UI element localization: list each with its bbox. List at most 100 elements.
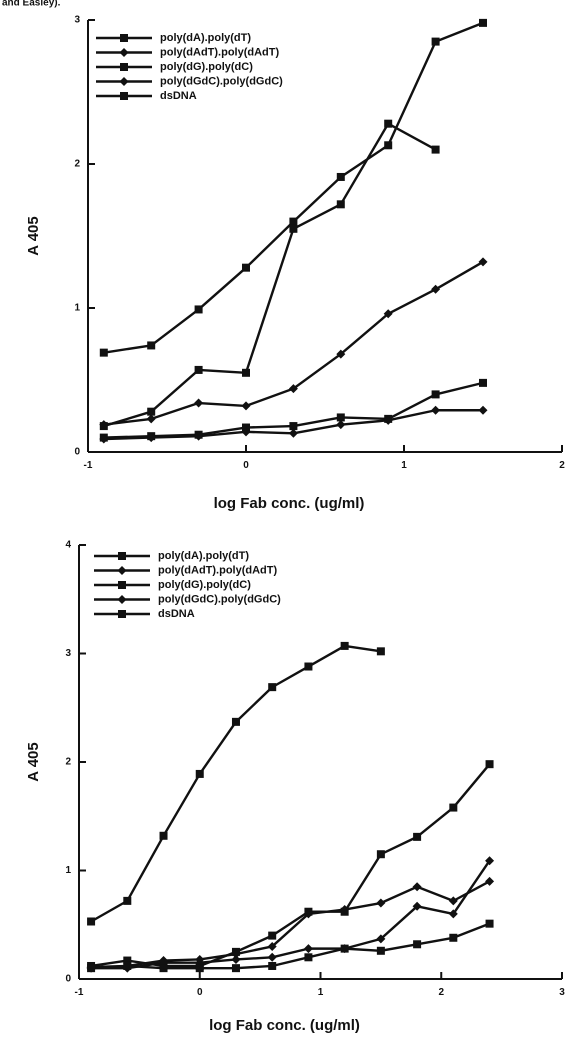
data-point: [267, 941, 277, 951]
data-point: [231, 717, 240, 726]
series-1: [86, 856, 495, 973]
data-point: [241, 401, 251, 411]
data-point: [159, 964, 168, 973]
legend-label: poly(dG).poly(dC): [160, 61, 253, 73]
data-point: [413, 940, 422, 949]
data-point: [449, 803, 458, 812]
data-point: [268, 931, 277, 940]
data-point: [384, 119, 393, 128]
x-tick-label: -1: [75, 987, 84, 998]
data-point: [242, 263, 250, 272]
data-point: [448, 909, 458, 919]
header-fragment: and Easley).: [2, 0, 61, 9]
y-axis-title: A 405: [25, 216, 42, 255]
legend-label: poly(dAdT).poly(dAdT): [158, 564, 277, 576]
x-tick-label: -1: [84, 460, 93, 471]
data-point: [289, 217, 298, 226]
series-line: [91, 860, 491, 970]
data-point: [448, 896, 458, 906]
data-point: [99, 348, 108, 357]
data-point: [123, 961, 132, 970]
x-tick-label: 1: [401, 460, 407, 471]
data-point: [231, 949, 241, 959]
data-point: [336, 172, 345, 181]
data-point: [195, 954, 205, 964]
legend-label: poly(dA).poly(dT): [160, 32, 251, 44]
legend-label: poly(dGdC).poly(dGdC): [160, 75, 283, 87]
x-tick-label: 2: [559, 460, 565, 471]
data-point: [479, 378, 487, 387]
data-point: [159, 831, 168, 840]
x-axis-title: log Fab conc. (ug/ml): [209, 1017, 360, 1034]
data-point: [289, 422, 298, 431]
data-point: [479, 18, 487, 27]
series-line: [90, 644, 382, 923]
data-point: [376, 850, 385, 859]
data-point: [478, 405, 488, 415]
legend: poly(dA).poly(dT) poly(dAdT).poly(dAdT) po…: [96, 32, 283, 102]
data-point: [485, 919, 494, 928]
data-point: [376, 898, 386, 908]
data-point: [449, 933, 458, 942]
series-1: [99, 257, 488, 430]
data-point: [267, 952, 277, 962]
data-point: [336, 420, 346, 430]
data-point: [268, 961, 277, 970]
data-point: [485, 760, 494, 769]
data-point: [485, 856, 495, 866]
data-point: [304, 953, 313, 962]
data-point: [99, 422, 108, 431]
data-point: [478, 257, 488, 267]
series-3: [99, 405, 488, 444]
data-point: [289, 224, 298, 233]
data-point: [376, 647, 385, 656]
data-point: [336, 413, 345, 422]
legend-swatch-marker: [117, 595, 127, 604]
legend-swatch-marker: [119, 48, 129, 57]
y-axis-title: A 405: [25, 742, 42, 781]
chart-top: 0 1 2 3 -1 0 1 2 log Fab conc. (ug/ml) A 405 poly(…: [25, 15, 565, 512]
data-point: [241, 427, 251, 437]
data-point: [146, 433, 156, 443]
data-point: [159, 956, 169, 966]
data-point: [485, 876, 495, 886]
data-point: [288, 384, 298, 394]
legend-swatch-marker: [117, 566, 127, 575]
y-tick-label: 0: [65, 974, 71, 985]
legend-label: dsDNA: [160, 90, 197, 102]
data-point: [376, 946, 385, 955]
data-point: [336, 349, 346, 359]
series-line: [90, 763, 491, 968]
x-tick-label: 0: [197, 987, 203, 998]
x-tick-label: 1: [318, 987, 324, 998]
data-point: [431, 145, 440, 154]
series-line: [91, 880, 491, 969]
data-point: [195, 769, 204, 778]
series-0: [99, 18, 487, 357]
data-point: [303, 909, 313, 919]
data-point: [194, 305, 203, 314]
legend-swatch-marker: [119, 77, 129, 86]
data-point: [304, 662, 313, 671]
x-tick-label: 2: [438, 987, 444, 998]
legend-label: dsDNA: [158, 608, 195, 620]
data-point: [147, 407, 156, 416]
legend-swatch-marker: [118, 610, 126, 618]
series-line: [103, 122, 437, 428]
legend-label: poly(dA).poly(dT): [158, 550, 249, 562]
data-point: [431, 390, 440, 399]
y-tick-label: 2: [65, 757, 71, 768]
y-tick-label: 0: [74, 447, 80, 458]
chart-bottom: 0 1 2 3 4 -1 0 1 2 3 log Fab conc. (ug/ml) A 405 pol…: [25, 540, 565, 1034]
data-point: [268, 683, 277, 692]
legend-label: poly(dGdC).poly(dGdC): [158, 593, 281, 605]
data-point: [231, 964, 240, 973]
data-point: [413, 832, 422, 841]
data-point: [146, 414, 156, 424]
series-line: [91, 922, 490, 970]
data-point: [123, 956, 132, 965]
data-point: [231, 954, 241, 964]
data-point: [383, 415, 393, 425]
series-4: [87, 919, 494, 973]
data-point: [194, 365, 203, 374]
